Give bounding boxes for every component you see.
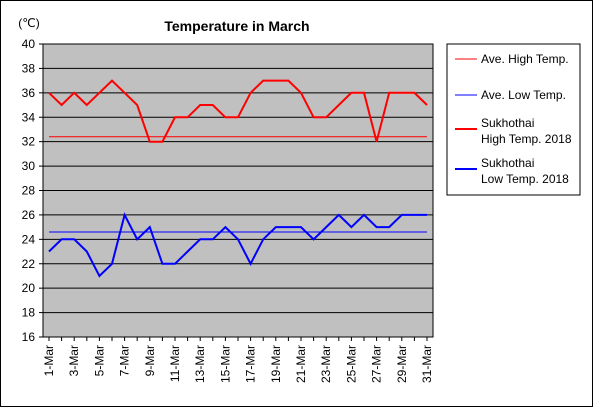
y-tick-label: 18	[22, 306, 36, 320]
chart-title: Temperature in March	[164, 18, 309, 34]
x-tick-label: 25-Mar	[344, 345, 358, 383]
legend-label-4: Sukhothai Low Temp. 2018	[481, 156, 569, 186]
x-tick-label: 3-Mar	[67, 345, 81, 376]
x-tick-label: 15-Mar	[218, 345, 232, 383]
y-tick-label: 24	[22, 232, 36, 246]
x-tick-label: 19-Mar	[269, 345, 283, 383]
y-tick-label: 38	[22, 61, 36, 75]
x-tick-label: 29-Mar	[395, 345, 409, 383]
x-tick-label: 23-Mar	[319, 345, 333, 383]
x-tick-label: 21-Mar	[294, 345, 308, 383]
unit-label: (℃)	[18, 16, 39, 30]
x-tick-label: 5-Mar	[92, 345, 106, 376]
y-tick-label: 16	[22, 330, 36, 344]
plot-area: 16 18 20 22 24 26 28 30 32 34 36 38 40 1-Mar 3-Mar 5-Ma…	[22, 37, 434, 383]
y-tick-label: 32	[22, 135, 36, 149]
y-tick-label: 26	[22, 208, 36, 222]
x-tick-label: 27-Mar	[370, 345, 384, 383]
series-line-4	[48, 212, 427, 278]
legend-label-2: Ave. Low Temp.	[481, 88, 566, 102]
x-tick-label: 1-Mar	[42, 345, 56, 376]
x-tick-label: 31-Mar	[420, 345, 434, 383]
series-line-3	[48, 79, 428, 143]
y-tick-label: 34	[22, 110, 36, 124]
legend-label-3: Sukhothai High Temp. 2018	[481, 116, 572, 146]
x-tick-label: 13-Mar	[193, 345, 207, 383]
y-tick-label: 28	[22, 184, 36, 198]
x-tick-label: 17-Mar	[244, 345, 258, 383]
legend: Ave. High Temp. Ave. Low Temp. Sukhothai Hi…	[446, 43, 581, 196]
y-tick-label: 40	[22, 37, 36, 51]
x-tick-label: 11-Mar	[168, 345, 182, 382]
legend-label-1: Ave. High Temp.	[481, 52, 569, 66]
y-tick-label: 22	[22, 257, 36, 271]
y-tick-label: 30	[22, 159, 36, 173]
y-tick-label: 36	[22, 86, 36, 100]
x-tick-label: 9-Mar	[143, 345, 157, 376]
x-tick-label: 7-Mar	[118, 345, 132, 376]
y-tick-label: 20	[22, 281, 36, 295]
